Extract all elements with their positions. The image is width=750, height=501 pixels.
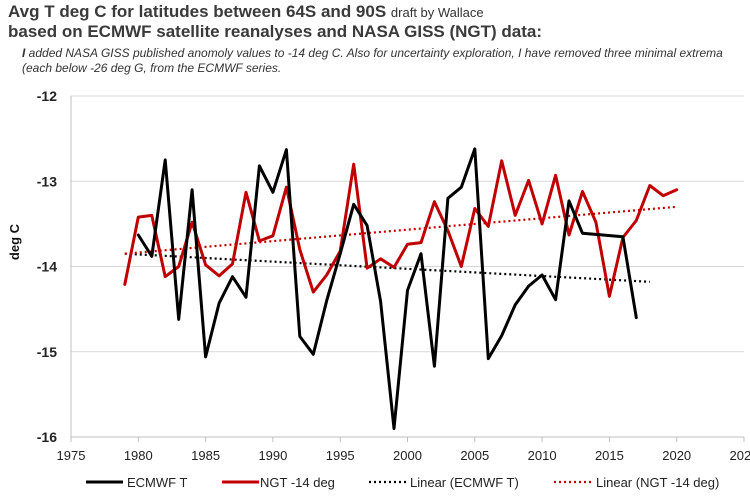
- legend-label: NGT -14 deg: [260, 475, 335, 490]
- chart-title-line2: based on ECMWF satellite reanalyses and …: [8, 22, 543, 41]
- x-tick-label: 1995: [326, 448, 355, 463]
- x-tick-label: 2010: [528, 448, 557, 463]
- x-tick-label: 2000: [393, 448, 422, 463]
- subtitle-lead: I: [22, 46, 26, 60]
- chart-title: Avg T deg C for latitudes between 64S an…: [8, 2, 484, 22]
- chart-title-main: Avg T deg C for latitudes between 64S an…: [8, 2, 387, 21]
- series-line-ecmwf-t: [136, 147, 638, 430]
- x-tick-label: 2005: [460, 448, 489, 463]
- legend-label: Linear (ECMWF T): [410, 475, 519, 490]
- plot-series: [123, 147, 679, 430]
- x-tick-label: 2025: [730, 448, 750, 463]
- y-tick-label: -15: [37, 344, 57, 360]
- legend-label: Linear (NGT -14 deg): [596, 475, 719, 490]
- legend-label: ECMWF T: [127, 475, 187, 490]
- x-tick-label: 1975: [57, 448, 86, 463]
- y-axis-label: deg C: [7, 223, 22, 260]
- tick-labels: 1975 1980 1985 1990 1995 2000 2005 2010 2015 2020…: [37, 88, 750, 463]
- x-tick-label: 1990: [258, 448, 287, 463]
- x-tick-label: 1980: [124, 448, 153, 463]
- series-line-linear-ngt-14-deg: [124, 205, 677, 255]
- y-tick-label: -13: [37, 173, 57, 189]
- series-line-ngt-14-deg: [123, 159, 679, 298]
- chart-subtitle: I added NASA GISS published anomoly valu…: [22, 46, 742, 76]
- chart-title-note: draft by Wallace: [390, 5, 484, 20]
- x-tick-label: 1985: [191, 448, 220, 463]
- x-tick-label: 2015: [595, 448, 624, 463]
- y-tick-label: -12: [37, 88, 57, 104]
- axes: [70, 96, 745, 442]
- legend: ECMWF T NGT -14 deg Linear (ECMWF T) Linear…: [86, 475, 719, 490]
- subtitle-text: added NASA GISS published anomoly values…: [22, 46, 723, 75]
- y-tick-label: -14: [37, 259, 57, 275]
- y-tick-label: -16: [37, 429, 57, 445]
- x-tick-label: 2020: [662, 448, 691, 463]
